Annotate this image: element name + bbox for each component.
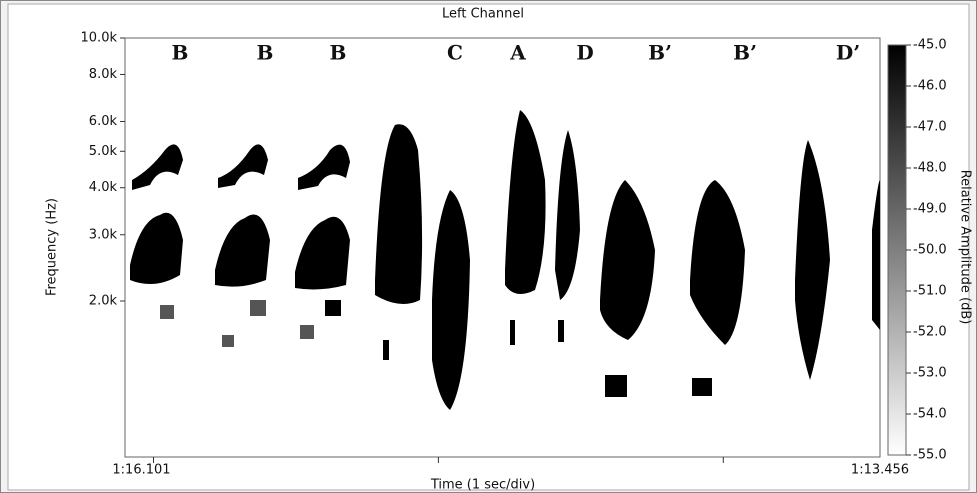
y-tick-label: 10.0k (81, 31, 118, 46)
colorbar-tick-label: -46.0 (913, 79, 947, 94)
spectrogram-image (130, 110, 880, 410)
segment-label: B (330, 41, 347, 65)
y-tick-label: 4.0k (89, 180, 118, 195)
segment-label: B (257, 41, 274, 65)
y-tick-label: 5.0k (89, 144, 118, 159)
segment-label: B’ (648, 41, 672, 65)
colorbar-tick-label: -54.0 (913, 407, 947, 422)
chart-title: Left Channel (442, 7, 524, 22)
colorbar-tick-label: -50.0 (913, 243, 947, 258)
colorbar-tick-label: -45.0 (913, 38, 947, 53)
segment-label: B’ (733, 41, 757, 65)
segment-label: D (576, 41, 593, 65)
segment-label: D’ (836, 41, 860, 65)
y-tick-label: 2.0k (89, 294, 118, 309)
colorbar-tick-label: -47.0 (913, 120, 947, 135)
y-tick-label: 6.0k (89, 114, 118, 129)
y-tick-label: 8.0k (89, 67, 118, 82)
y-tick-label: 3.0k (89, 227, 118, 242)
x-end-label: 1:13.456 (851, 463, 909, 478)
colorbar-tick-label: -51.0 (913, 284, 947, 299)
colorbar (887, 44, 907, 456)
y-axis-label: Frequency (Hz) (45, 198, 60, 296)
colorbar-tick-label: -55.0 (913, 448, 947, 463)
colorbar-tick-label: -52.0 (913, 325, 947, 340)
colorbar-tick-label: -48.0 (913, 161, 947, 176)
segment-label: C (447, 41, 463, 65)
colorbar-tick-label: -53.0 (913, 366, 947, 381)
colorbar-tick-label: -49.0 (913, 202, 947, 217)
segment-label: B (172, 41, 189, 65)
colorbar-label: Relative Amplitude (dB) (958, 170, 973, 325)
segment-label: A (509, 41, 526, 65)
x-axis-label: Time (1 sec/div) (430, 478, 535, 493)
x-start-label: 1:16.101 (112, 463, 170, 478)
